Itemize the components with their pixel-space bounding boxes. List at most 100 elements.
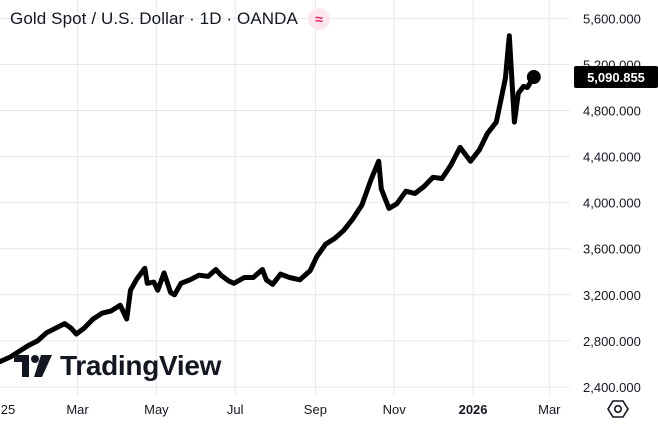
price-point [207,275,209,278]
price-point [261,268,264,271]
y-tick-label: 3,600.000 [583,242,641,257]
price-point [299,279,301,281]
price-point [144,267,146,270]
price-point [9,356,12,358]
price-point [414,192,416,195]
last-price-marker [526,70,541,85]
price-point [129,289,132,292]
y-tick-label: 2,400.000 [583,380,641,395]
x-tick-label: Jul [227,402,244,417]
price-point [526,86,529,89]
price-point [146,282,149,285]
price-point [380,188,383,190]
wave-icon[interactable]: ≈ [307,8,330,30]
price-point [388,207,390,210]
series-layer [0,33,541,365]
price-point [441,177,443,180]
price-point [0,360,1,363]
price-point [288,276,291,279]
price-point [125,318,128,320]
price-point [279,273,282,275]
symbol-header[interactable]: Gold Spot / U.S. Dollar · 1D · OANDA ≈ [10,6,330,32]
price-point [180,282,182,285]
price-line [0,33,537,365]
price-point [450,163,452,166]
price-point [75,333,78,335]
price-point [370,178,372,181]
y-tick-label: 5,600.000 [583,11,641,26]
price-point [233,282,235,285]
price-point [228,280,230,282]
price-point [252,276,255,279]
price-point [271,283,274,286]
price-point [309,269,312,272]
price-point [63,322,66,325]
price-point [405,190,407,192]
price-point [173,294,176,296]
x-tick-label: Mar [538,402,561,417]
last-price-tag [574,66,658,89]
price-point [92,318,94,320]
price-point [504,77,507,80]
price-point [153,281,155,283]
price-point [495,121,498,123]
price-point [324,243,327,245]
x-axis[interactable]: 25 Mar May Jul Sep Nov 2026 Mar [1,402,561,417]
price-point [265,279,268,281]
price-point [169,291,172,294]
price-point [110,310,112,312]
x-tick-label: Sep [304,402,327,417]
y-tick-label: 4,800.000 [583,104,641,119]
price-point [486,132,489,135]
price-point [459,146,461,149]
price-point [83,327,85,330]
price-point [361,204,363,206]
y-tick-label: 4,400.000 [583,150,641,165]
price-point [101,312,103,315]
price-point [54,327,57,330]
price-point [478,148,481,151]
price-point [508,34,511,37]
price-point [243,276,246,279]
price-point [334,237,336,240]
price-point [377,160,380,162]
price-point [119,304,121,307]
price-point [343,229,345,232]
tradingview-logo[interactable]: TradingView [14,350,221,382]
gridlines [0,0,570,395]
price-point [70,327,72,330]
price-point [36,340,39,342]
price-point [513,121,516,123]
price-point [189,279,191,281]
y-axis[interactable]: 5,600.0005,200.0004,800.0004,400.0004,00… [583,11,641,395]
price-point [396,203,398,205]
price-point [45,332,48,334]
x-tick-label: Mar [66,402,89,417]
y-tick-label: 2,800.000 [583,334,641,349]
x-tick-label: Nov [383,402,407,417]
price-point [215,268,217,271]
price-point [432,176,434,179]
price-point [469,160,472,162]
price-point [220,274,222,277]
price-point [156,289,159,292]
price-point [352,218,354,220]
price-point [198,274,200,277]
x-tick-label: May [144,402,169,417]
logo-wordmark: TradingView [60,350,222,381]
x-tick-label: 25 [1,402,15,417]
tradingview-mark-icon [14,355,52,377]
settings-gear-icon[interactable] [607,398,629,420]
y-tick-label: 3,200.000 [583,288,641,303]
price-point [136,277,138,280]
chart-title: Gold Spot / U.S. Dollar · 1D · OANDA [10,9,298,28]
price-point [522,85,525,88]
price-point [517,92,520,95]
price-point [315,255,318,258]
last-price-tag-layer: 5,090.855 [574,66,658,89]
price-point [163,272,165,274]
x-tick-label: 2026 [459,402,488,417]
price-point [18,350,21,353]
y-tick-label: 4,000.000 [583,196,641,211]
